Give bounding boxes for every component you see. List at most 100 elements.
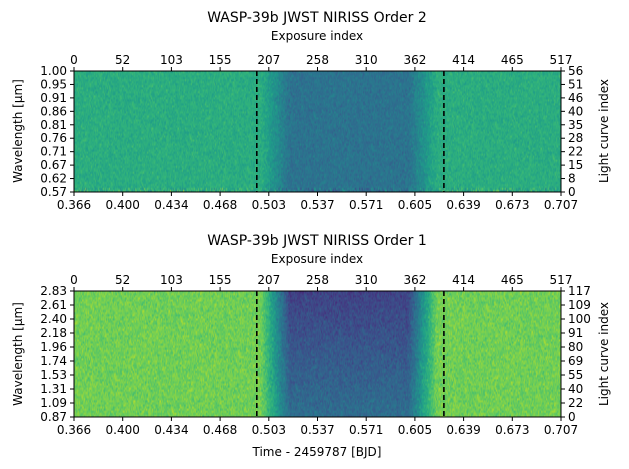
y-tick-label: 1.00 — [40, 64, 67, 78]
top-tick-label: 362 — [403, 53, 426, 67]
y-tick-label: 0.86 — [40, 104, 67, 118]
y-tick-label: 1.09 — [40, 396, 67, 410]
right-tick-label: 28 — [568, 131, 583, 145]
top-tick-label: 310 — [355, 53, 378, 67]
heatmap-annotations: 0.366 0.400 0.434 0.468 0.503 0.537 0.571 0.605… — [40, 53, 583, 212]
top-tick-label: 465 — [501, 273, 524, 287]
y-axis-label: Wavelength [μm] — [11, 79, 25, 183]
right-tick-label: 40 — [568, 104, 583, 118]
x-tick-label: 0.434 — [154, 423, 188, 437]
panel-title: WASP-39b JWST NIRISS Order 2 — [207, 10, 427, 26]
top-tick-label: 103 — [160, 53, 183, 67]
right-axis-label: Light curve index — [597, 302, 611, 406]
top-tick-label: 0 — [70, 273, 78, 287]
top-axis-label: Exposure index — [271, 29, 363, 43]
x-tick-label: 0.571 — [349, 198, 383, 212]
top-tick-label: 258 — [306, 53, 329, 67]
top-tick-label: 310 — [355, 273, 378, 287]
right-tick-label: 22 — [568, 396, 583, 410]
x-tick-label: 0.707 — [544, 198, 578, 212]
top-tick-label: 52 — [115, 53, 130, 67]
heatmap-annotations: 0.366 0.400 0.434 0.468 0.503 0.537 0.571 0.605… — [40, 273, 591, 437]
x-tick-label: 0.673 — [495, 423, 529, 437]
top-tick-label: 207 — [257, 273, 280, 287]
right-tick-label: 91 — [568, 326, 583, 340]
right-tick-label: 51 — [568, 77, 583, 91]
x-tick-label: 0.503 — [252, 198, 286, 212]
x-tick-label: 0.605 — [398, 198, 432, 212]
right-tick-label: 8 — [568, 172, 576, 186]
x-tick-label: 0.571 — [349, 423, 383, 437]
top-tick-label: 517 — [550, 273, 573, 287]
top-tick-label: 103 — [160, 273, 183, 287]
y-tick-label: 2.61 — [40, 298, 67, 312]
x-tick-label: 0.366 — [57, 198, 91, 212]
y-axis-label: Wavelength [μm] — [11, 302, 25, 406]
right-tick-label: 22 — [568, 145, 583, 159]
x-tick-label: 0.468 — [203, 423, 237, 437]
x-axis-label: Time - 2459787 [BJD] — [252, 445, 382, 459]
right-tick-label: 117 — [568, 284, 591, 298]
top-tick-label: 362 — [403, 273, 426, 287]
heatmap-image — [74, 71, 561, 192]
right-tick-label: 80 — [568, 340, 583, 354]
right-tick-label: 109 — [568, 298, 591, 312]
y-tick-label: 0.67 — [40, 158, 67, 172]
y-tick-label: 0.81 — [40, 118, 67, 132]
x-tick-label: 0.537 — [300, 423, 334, 437]
x-tick-label: 0.400 — [106, 423, 140, 437]
x-tick-label: 0.673 — [495, 198, 529, 212]
top-tick-label: 414 — [452, 273, 475, 287]
y-tick-label: 1.96 — [40, 340, 67, 354]
y-tick-label: 0.91 — [40, 91, 67, 105]
right-tick-label: 46 — [568, 91, 583, 105]
panel-order-1: WASP-39b JWST NIRISS Order 1 Exposure in… — [11, 233, 611, 459]
y-tick-label: 0.76 — [40, 131, 67, 145]
top-tick-label: 517 — [550, 53, 573, 67]
top-tick-label: 155 — [209, 53, 232, 67]
y-tick-label: 0.95 — [40, 77, 67, 91]
x-tick-label: 0.366 — [57, 423, 91, 437]
right-tick-label: 100 — [568, 312, 591, 326]
right-tick-label: 0 — [568, 185, 576, 199]
y-tick-label: 0.62 — [40, 172, 67, 186]
x-tick-label: 0.468 — [203, 198, 237, 212]
x-tick-label: 0.639 — [446, 198, 480, 212]
x-tick-label: 0.400 — [106, 198, 140, 212]
y-tick-label: 2.83 — [40, 284, 67, 298]
panel-order-2: WASP-39b JWST NIRISS Order 2 Exposure in… — [11, 10, 611, 212]
y-tick-label: 1.31 — [40, 382, 67, 396]
right-tick-label: 15 — [568, 158, 583, 172]
right-tick-label: 40 — [568, 382, 583, 396]
top-tick-label: 155 — [209, 273, 232, 287]
y-tick-label: 1.74 — [40, 354, 67, 368]
right-tick-label: 0 — [568, 410, 576, 424]
right-axis-label: Light curve index — [597, 79, 611, 183]
heatmap-image — [74, 291, 561, 417]
y-tick-label: 0.87 — [40, 410, 67, 424]
top-tick-label: 258 — [306, 273, 329, 287]
panel-title: WASP-39b JWST NIRISS Order 1 — [207, 233, 427, 249]
top-tick-label: 0 — [70, 53, 78, 67]
right-tick-label: 55 — [568, 368, 583, 382]
x-tick-label: 0.537 — [300, 198, 334, 212]
right-tick-label: 56 — [568, 64, 583, 78]
top-tick-label: 465 — [501, 53, 524, 67]
top-tick-label: 414 — [452, 53, 475, 67]
y-tick-label: 1.53 — [40, 368, 67, 382]
top-tick-label: 52 — [115, 273, 130, 287]
x-tick-label: 0.434 — [154, 198, 188, 212]
x-tick-label: 0.639 — [446, 423, 480, 437]
y-tick-label: 2.40 — [40, 312, 67, 326]
x-tick-label: 0.707 — [544, 423, 578, 437]
top-axis-label: Exposure index — [271, 252, 363, 266]
right-tick-label: 35 — [568, 118, 583, 132]
y-tick-label: 2.18 — [40, 326, 67, 340]
right-tick-label: 69 — [568, 354, 583, 368]
y-tick-label: 0.71 — [40, 145, 67, 159]
top-tick-label: 207 — [257, 53, 280, 67]
x-tick-label: 0.605 — [398, 423, 432, 437]
x-tick-label: 0.503 — [252, 423, 286, 437]
y-tick-label: 0.57 — [40, 185, 67, 199]
